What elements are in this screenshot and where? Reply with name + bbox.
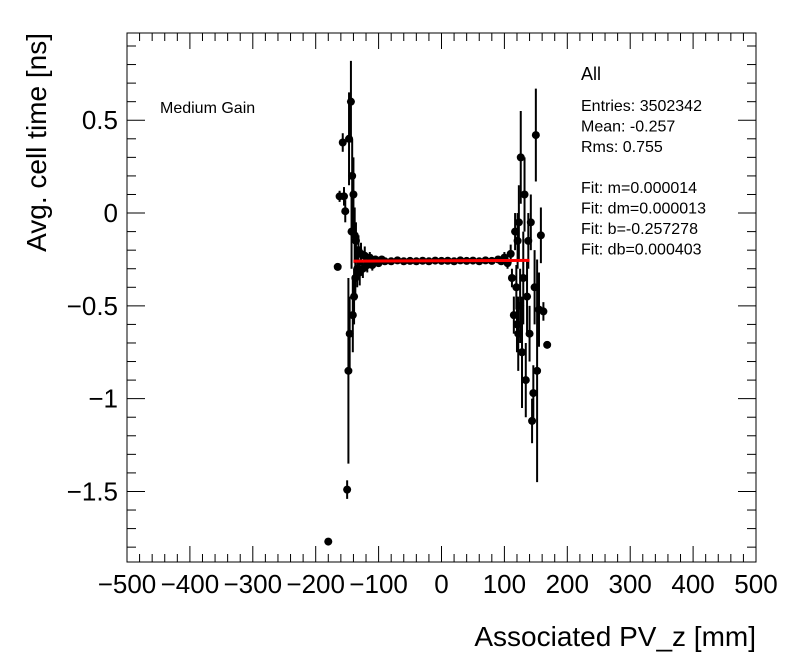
data-point bbox=[536, 231, 545, 240]
y-tick-label: −1.5 bbox=[67, 476, 118, 506]
stats-line: Mean: -0.257 bbox=[581, 119, 675, 136]
data-point bbox=[514, 218, 523, 227]
data-point bbox=[521, 376, 530, 385]
x-tick-label: −100 bbox=[349, 569, 408, 599]
data-point bbox=[528, 416, 537, 425]
x-tick-label: 200 bbox=[546, 569, 589, 599]
data-point bbox=[338, 138, 347, 147]
stats-line: Fit: m=0.000014 bbox=[581, 180, 697, 197]
data-point bbox=[523, 292, 532, 301]
stats-line: Entries: 3502342 bbox=[581, 98, 702, 115]
data-point bbox=[348, 171, 357, 180]
data-point bbox=[514, 329, 523, 338]
data-point bbox=[345, 134, 354, 143]
y-tick-label: −0.5 bbox=[67, 291, 118, 321]
data-point bbox=[512, 283, 521, 292]
data-point bbox=[530, 283, 539, 292]
data-point bbox=[345, 329, 354, 338]
data-point bbox=[524, 236, 533, 245]
x-tick-labels: −500 −400 −300 −200 −100 0 100 200 300 400 500 bbox=[98, 569, 778, 599]
fit-line bbox=[353, 258, 530, 263]
annotation-medium-gain: Medium Gain bbox=[160, 100, 255, 117]
data-point bbox=[520, 190, 529, 199]
x-tick-label: 0 bbox=[434, 569, 448, 599]
data-point bbox=[351, 236, 360, 245]
x-tick-label: 500 bbox=[734, 569, 777, 599]
x-tick-label: −300 bbox=[224, 569, 283, 599]
x-tick-label: 400 bbox=[671, 569, 714, 599]
y-tick-label: 0.5 bbox=[82, 105, 118, 135]
data-point bbox=[340, 192, 349, 201]
stats-line: Fit: db=0.000403 bbox=[581, 242, 702, 259]
y-axis-title: Avg. cell time [ns] bbox=[21, 33, 52, 252]
data-point bbox=[516, 301, 525, 310]
data-point bbox=[350, 292, 359, 301]
data-point bbox=[531, 131, 540, 140]
stats-line: Fit: dm=0.000013 bbox=[581, 201, 706, 218]
axis-ticks bbox=[126, 33, 757, 562]
data-point bbox=[525, 329, 534, 338]
data-point bbox=[518, 348, 527, 357]
data-point bbox=[351, 274, 360, 283]
stats-box: Entries: 3502342 Mean: -0.257 Rms: 0.755 Fi… bbox=[581, 98, 706, 259]
data-point bbox=[529, 389, 538, 398]
data-point bbox=[519, 274, 528, 283]
data-point bbox=[324, 537, 333, 546]
x-tick-label: 100 bbox=[483, 569, 526, 599]
data-point bbox=[526, 218, 535, 227]
stats-line: Rms: 0.755 bbox=[581, 139, 663, 156]
x-tick-label: −200 bbox=[286, 569, 345, 599]
data-points bbox=[324, 97, 552, 546]
x-tick-label: −500 bbox=[98, 569, 157, 599]
data-point bbox=[509, 311, 518, 320]
error-bars bbox=[336, 60, 549, 499]
data-point bbox=[516, 153, 525, 162]
y-tick-label: −1 bbox=[88, 384, 118, 414]
x-axis-title: Associated PV_z [mm] bbox=[474, 621, 756, 652]
data-point bbox=[511, 227, 520, 236]
data-point bbox=[507, 274, 516, 283]
data-point bbox=[539, 307, 548, 316]
data-point bbox=[343, 485, 352, 494]
y-tick-labels: 0.5 0 −0.5 −1 −1.5 bbox=[67, 105, 118, 506]
data-point bbox=[348, 311, 357, 320]
stats-title: All bbox=[581, 64, 601, 84]
stats-line: Fit: b=-0.257278 bbox=[581, 221, 698, 238]
data-point bbox=[344, 366, 353, 375]
data-point bbox=[333, 262, 342, 271]
data-point bbox=[349, 190, 358, 199]
x-tick-label: −400 bbox=[161, 569, 220, 599]
y-tick-label: 0 bbox=[104, 198, 118, 228]
data-point bbox=[512, 320, 521, 329]
data-point bbox=[513, 236, 522, 245]
data-point bbox=[346, 97, 355, 106]
data-point bbox=[543, 340, 552, 349]
data-point bbox=[341, 207, 350, 216]
x-tick-label: 300 bbox=[609, 569, 652, 599]
data-point bbox=[533, 366, 542, 375]
data-point bbox=[506, 249, 515, 258]
